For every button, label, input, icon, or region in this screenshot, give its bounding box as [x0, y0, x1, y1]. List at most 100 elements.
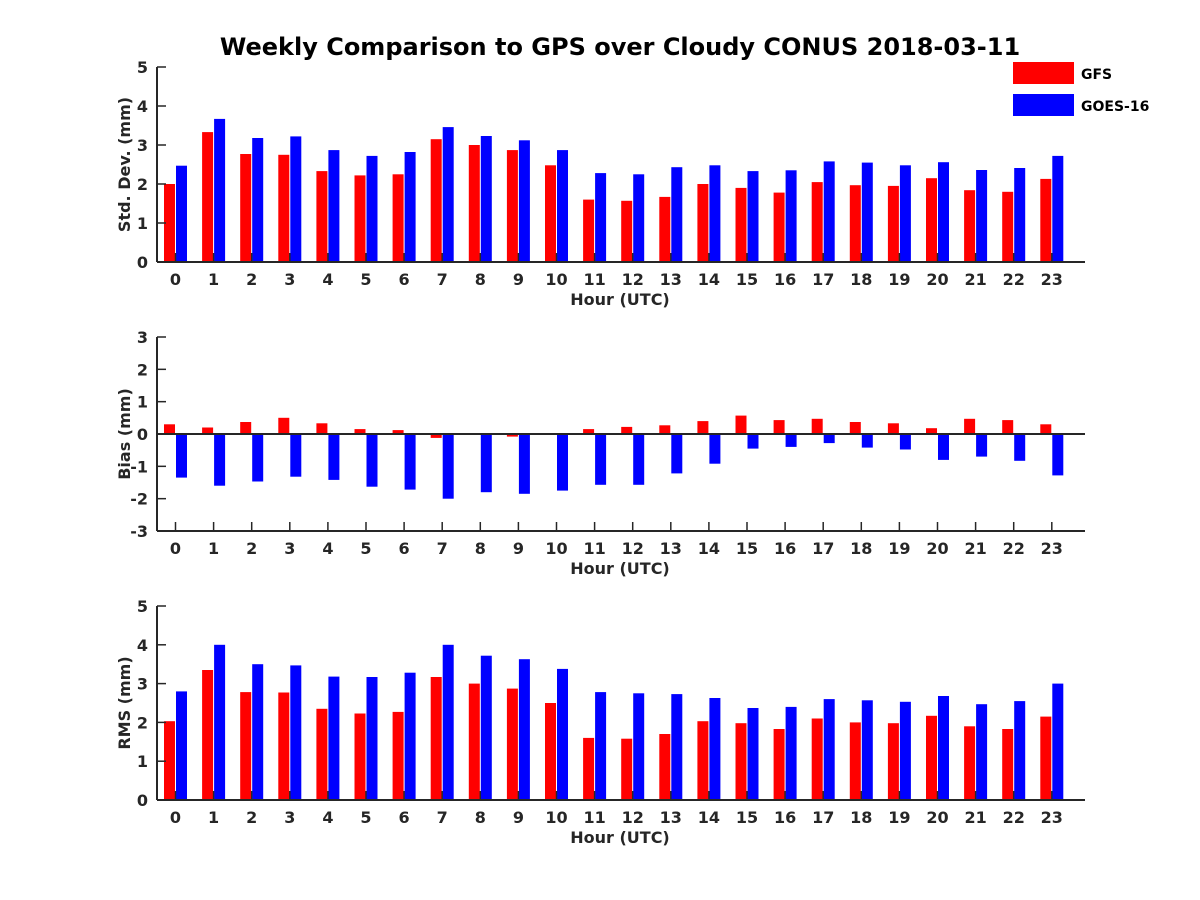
y-tick-label: -2	[130, 490, 148, 509]
x-tick-label: 7	[437, 270, 448, 289]
x-tick-label: 16	[774, 808, 796, 827]
y-tick-label: 3	[137, 136, 148, 155]
bar-goes16-hour-14	[709, 165, 721, 262]
x-tick-label: 3	[284, 270, 295, 289]
bar-goes16-hour-17	[823, 434, 835, 444]
bar-goes16-hour-7	[442, 434, 454, 499]
bar-goes16-hour-1	[214, 118, 226, 263]
bar-gfs-hour-15	[735, 723, 747, 800]
x-tick-label: 23	[1041, 539, 1063, 558]
bar-gfs-hour-9	[506, 688, 518, 800]
bar-gfs-hour-21	[964, 418, 976, 434]
y-tick-label: 1	[137, 752, 148, 771]
bar-goes16-hour-14	[709, 698, 721, 800]
bar-gfs-hour-23	[1040, 424, 1052, 434]
x-tick-label: 22	[1003, 808, 1025, 827]
bar-gfs-hour-3	[278, 154, 290, 263]
x-tick-label: 21	[964, 539, 986, 558]
bar-gfs-hour-23	[1040, 716, 1052, 800]
bar-goes16-hour-8	[480, 434, 492, 493]
bar-gfs-hour-15	[735, 187, 747, 262]
bar-gfs-hour-7	[430, 677, 442, 800]
y-tick-label: 2	[137, 713, 148, 732]
y-tick-label: 0	[137, 425, 148, 444]
bar-gfs-hour-22	[1002, 191, 1014, 262]
x-tick-label: 17	[812, 539, 834, 558]
bar-goes16-hour-20	[938, 162, 949, 262]
bar-goes16-hour-6	[404, 434, 416, 490]
y-tick-label: 3	[137, 328, 148, 347]
y-tick-label: 4	[137, 636, 148, 655]
x-tick-label: 14	[698, 270, 720, 289]
bar-gfs-hour-4	[316, 171, 328, 262]
x-tick-label: 4	[322, 539, 333, 558]
bar-gfs-hour-16	[773, 420, 785, 434]
bar-gfs-hour-11	[583, 737, 595, 800]
bar-goes16-hour-9	[518, 434, 530, 494]
x-tick-label: 14	[698, 808, 720, 827]
legend: GFS GOES-16	[1013, 62, 1149, 116]
bar-goes16-hour-7	[442, 127, 454, 262]
x-tick-label: 7	[437, 808, 448, 827]
bar-gfs-hour-9	[506, 150, 518, 262]
x-tick-label: 20	[926, 539, 948, 558]
x-tick-label: 7	[437, 539, 448, 558]
bar-goes16-hour-3	[290, 665, 302, 800]
bar-gfs-hour-19	[887, 723, 899, 800]
bar-gfs-hour-22	[1002, 420, 1014, 434]
y-tick-label: 4	[137, 97, 148, 116]
bar-goes16-hour-3	[290, 136, 302, 262]
bar-gfs-hour-7	[430, 434, 442, 438]
x-tick-label: 9	[513, 539, 524, 558]
bar-goes16-hour-7	[442, 644, 454, 800]
bar-gfs-hour-14	[697, 421, 709, 434]
x-tick-label: 17	[812, 808, 834, 827]
bar-goes16-hour-5	[366, 434, 378, 487]
bar-gfs-hour-12	[621, 738, 633, 800]
bar-gfs-hour-17	[811, 418, 823, 434]
x-tick-label: 20	[926, 808, 948, 827]
bar-goes16-hour-2	[252, 138, 264, 262]
y-tick-label: -1	[130, 457, 148, 476]
bar-goes16-hour-6	[404, 152, 416, 262]
bar-goes16-hour-4	[328, 434, 340, 480]
bar-goes16-hour-15	[747, 171, 759, 262]
bar-goes16-hour-15	[747, 434, 759, 449]
bar-gfs-hour-21	[964, 190, 976, 262]
y-tick-label: 2	[137, 360, 148, 379]
bar-gfs-hour-22	[1002, 729, 1014, 800]
legend-label-gfs: GFS	[1081, 67, 1112, 83]
bar-goes16-hour-22	[1014, 434, 1026, 461]
bar-gfs-hour-14	[697, 721, 709, 800]
bar-goes16-hour-18	[861, 162, 873, 262]
bar-goes16-hour-6	[404, 672, 416, 800]
bar-goes16-hour-18	[861, 700, 873, 800]
x-tick-label: 1	[208, 808, 219, 827]
x-tick-label: 1	[208, 270, 219, 289]
bar-goes16-hour-4	[328, 676, 340, 800]
x-tick-label: 5	[360, 270, 371, 289]
x-tick-label: 13	[660, 539, 682, 558]
bar-goes16-hour-0	[176, 434, 187, 478]
bar-goes16-hour-8	[480, 136, 492, 262]
bar-gfs-hour-15	[735, 415, 747, 434]
bar-gfs-hour-19	[887, 423, 899, 434]
bar-gfs-hour-20	[926, 178, 937, 262]
bar-gfs-hour-6	[392, 711, 404, 800]
bar-gfs-hour-12	[621, 426, 633, 434]
bar-goes16-hour-18	[861, 434, 873, 448]
bar-goes16-hour-5	[366, 155, 378, 262]
bar-goes16-hour-12	[633, 434, 645, 485]
legend-swatch-goes16	[1013, 94, 1074, 116]
bar-goes16-hour-22	[1014, 701, 1026, 800]
bar-gfs-hour-11	[583, 199, 595, 262]
y-axis-label: Bias (mm)	[115, 388, 134, 480]
bar-goes16-hour-21	[976, 170, 988, 262]
x-tick-label: 2	[246, 270, 257, 289]
bar-goes16-hour-0	[176, 165, 187, 262]
x-tick-label: 19	[888, 808, 910, 827]
bar-goes16-hour-9	[518, 140, 530, 262]
bar-gfs-hour-21	[964, 726, 976, 800]
